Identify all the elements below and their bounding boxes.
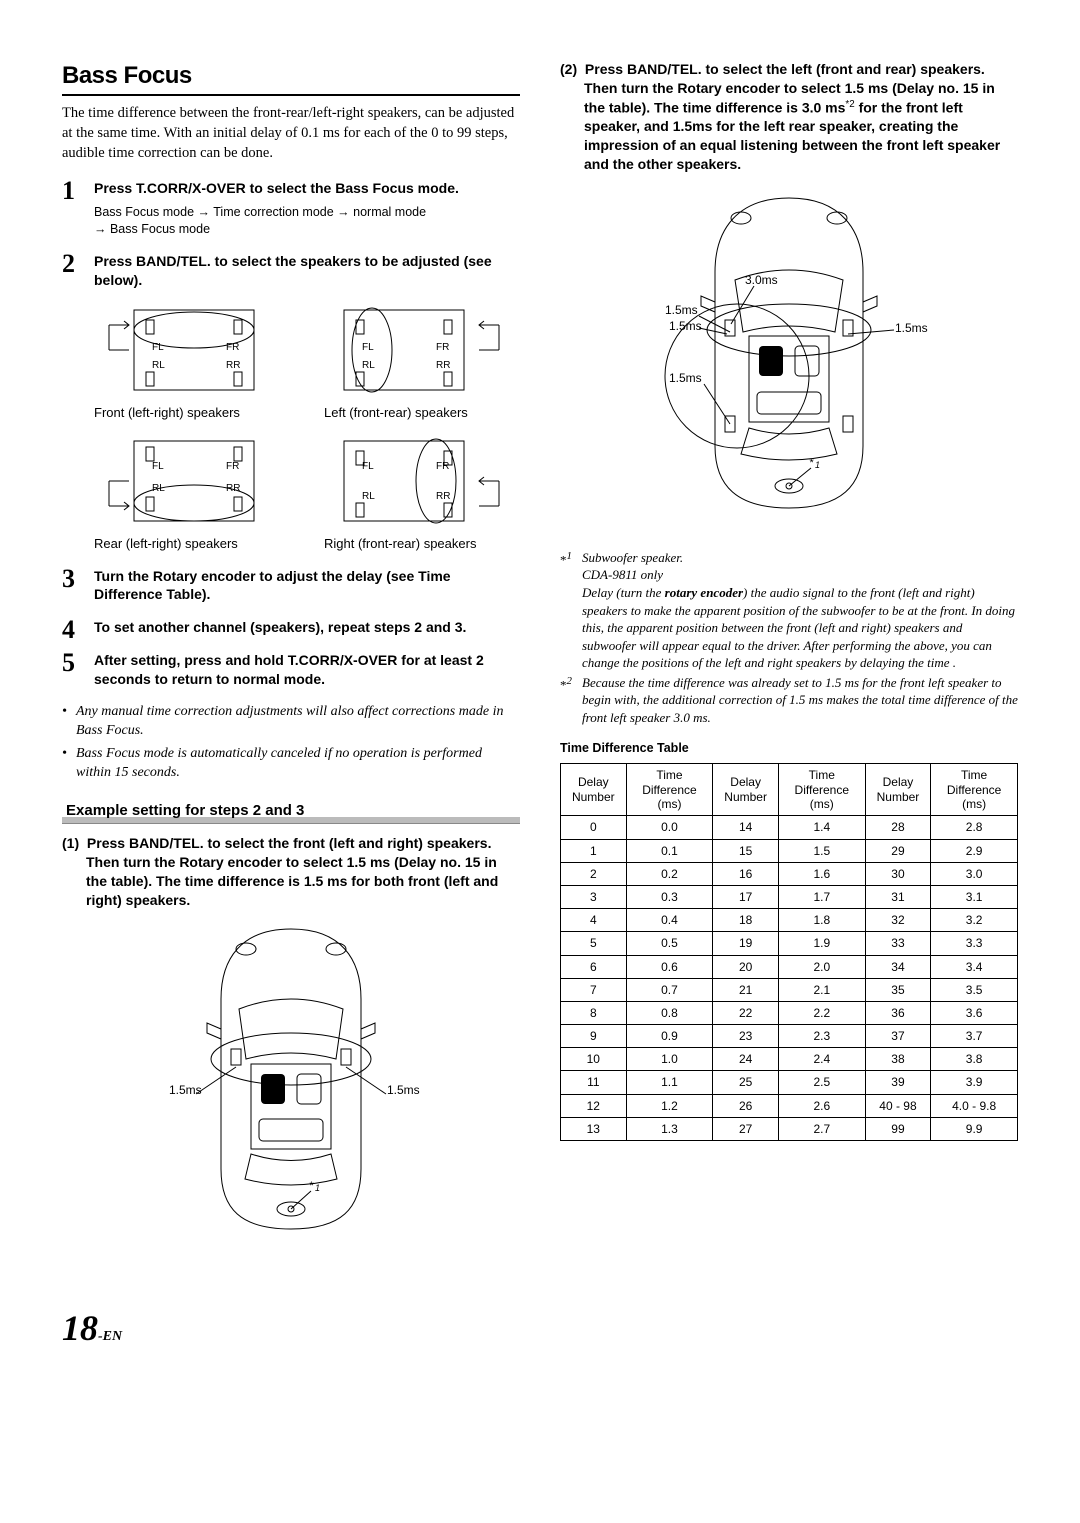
- page-number: 18-EN: [62, 1304, 1018, 1353]
- svg-text:*: *: [809, 457, 814, 469]
- right-speakers-icon: FL FR RL RR: [324, 431, 524, 531]
- svg-text:RL: RL: [152, 360, 165, 371]
- step-4: To set another channel (speakers), repea…: [62, 618, 520, 637]
- svg-text:1.5ms: 1.5ms: [895, 321, 928, 335]
- car-figure-2: 3.0ms 1.5ms 1.5ms 1.5ms 1.5ms * 1: [560, 184, 1018, 531]
- svg-text:RL: RL: [152, 483, 165, 494]
- svg-text:*: *: [309, 1180, 314, 1192]
- svg-text:FL: FL: [362, 342, 374, 353]
- section-title: Bass Focus: [62, 60, 520, 96]
- th-td: Time Difference (ms): [626, 764, 713, 816]
- table-row: 00.0141.4282.8: [561, 816, 1018, 839]
- steps-list: Press T.CORR/X-OVER to select the Bass F…: [62, 179, 520, 689]
- diagram-front: FL FR RL RR Front (left-right) speaker: [94, 300, 294, 422]
- left-column: Bass Focus The time difference between t…: [62, 60, 520, 1264]
- step-5: After setting, press and hold T.CORR/X-O…: [62, 651, 520, 689]
- note-1: Any manual time correction adjustments w…: [76, 703, 520, 741]
- intro-text: The time difference between the front-re…: [62, 104, 520, 163]
- step-2-kw: BAND/TEL.: [136, 253, 211, 269]
- diagram-rear-label: Rear (left-right) speakers: [94, 536, 238, 551]
- table-row: 70.7212.1353.5: [561, 978, 1018, 1001]
- th-td: Time Difference (ms): [931, 764, 1018, 816]
- svg-text:1: 1: [315, 1183, 320, 1193]
- svg-text:1.5ms: 1.5ms: [669, 319, 702, 333]
- table-row: 80.8222.2363.6: [561, 1001, 1018, 1024]
- footnotes: *1 Subwoofer speaker. CDA-9811 only Dela…: [560, 549, 1018, 726]
- table-row: 30.3171.7313.1: [561, 885, 1018, 908]
- diagram-left: FL FR RL RR Left (front-rear) speakers: [324, 300, 524, 422]
- svg-text:1: 1: [815, 460, 820, 470]
- example-header: Example setting for steps 2 and 3: [62, 799, 520, 824]
- diagram-right: FL FR RL RR Right (front-rear) speaker: [324, 431, 524, 553]
- th-dn: Delay Number: [865, 764, 931, 816]
- step-1-post: to select the Bass Focus mode.: [246, 180, 459, 196]
- table-row: 60.6202.0343.4: [561, 955, 1018, 978]
- step-3: Turn the Rotary encoder to adjust the de…: [62, 567, 520, 605]
- table-row: 90.9232.3373.7: [561, 1025, 1018, 1048]
- note-2: Bass Focus mode is automatically cancele…: [76, 745, 520, 783]
- table-row: 121.2262.640 - 984.0 - 9.8: [561, 1094, 1018, 1117]
- table-row: 50.5191.9333.3: [561, 932, 1018, 955]
- th-dn: Delay Number: [713, 764, 779, 816]
- time-difference-table: Delay Number Time Difference (ms) Delay …: [560, 763, 1018, 1141]
- table-row: 101.0242.4383.8: [561, 1048, 1018, 1071]
- car-top-icon: 1.5ms 1.5ms * 1: [151, 919, 431, 1239]
- diagram-rear: FL FR RL RR Rear (left-right) speakers: [94, 431, 294, 553]
- notes-list: Any manual time correction adjustments w…: [62, 703, 520, 783]
- svg-text:RR: RR: [436, 360, 450, 371]
- diagram-left-label: Left (front-rear) speakers: [324, 405, 468, 420]
- step-2-pre: Press: [94, 253, 136, 269]
- svg-text:1.5ms: 1.5ms: [669, 371, 702, 385]
- svg-text:RL: RL: [362, 360, 375, 371]
- step-1-sub: Bass Focus mode → Time correction mode →…: [94, 204, 520, 238]
- step-1: Press T.CORR/X-OVER to select the Bass F…: [62, 179, 520, 238]
- svg-text:3.0ms: 3.0ms: [745, 273, 778, 287]
- diagram-front-label: Front (left-right) speakers: [94, 405, 240, 420]
- diagram-right-label: Right (front-rear) speakers: [324, 536, 476, 551]
- svg-text:1.5ms: 1.5ms: [387, 1083, 420, 1097]
- th-dn: Delay Number: [561, 764, 627, 816]
- svg-text:RL: RL: [362, 491, 375, 502]
- footnote-2: *2 Because the time difference was alrea…: [560, 674, 1018, 727]
- svg-text:1.5ms: 1.5ms: [169, 1083, 202, 1097]
- table-row: 111.1252.5393.9: [561, 1071, 1018, 1094]
- example-para-2: (2) Press BAND/TEL. to select the left (…: [560, 60, 1018, 174]
- svg-text:1.5ms: 1.5ms: [665, 303, 698, 317]
- speaker-diagram-grid: FL FR RL RR Front (left-right) speaker: [94, 300, 520, 553]
- example-para-1: (1) Press BAND/TEL. to select the front …: [62, 834, 520, 910]
- table-row: 40.4181.8323.2: [561, 909, 1018, 932]
- svg-text:RR: RR: [226, 483, 240, 494]
- svg-text:FL: FL: [152, 461, 164, 472]
- step-2: Press BAND/TEL. to select the speakers t…: [62, 252, 520, 553]
- table-row: 131.3272.7999.9: [561, 1117, 1018, 1140]
- footnote-1: *1 Subwoofer speaker. CDA-9811 only Dela…: [560, 549, 1018, 672]
- front-speakers-icon: FL FR RL RR: [94, 300, 294, 400]
- table-row: 10.1151.5292.9: [561, 839, 1018, 862]
- svg-text:FR: FR: [436, 461, 449, 472]
- th-td: Time Difference (ms): [778, 764, 865, 816]
- svg-text:FR: FR: [226, 461, 239, 472]
- svg-text:FR: FR: [436, 342, 449, 353]
- svg-text:FR: FR: [226, 342, 239, 353]
- step-1-kw: T.CORR/X-OVER: [136, 180, 246, 196]
- step-1-pre: Press: [94, 180, 136, 196]
- table-row: 20.2161.6303.0: [561, 862, 1018, 885]
- table-title: Time Difference Table: [560, 740, 1018, 757]
- svg-text:RR: RR: [226, 360, 240, 371]
- right-column: (2) Press BAND/TEL. to select the left (…: [560, 60, 1018, 1264]
- car-top-icon-2: 3.0ms 1.5ms 1.5ms 1.5ms 1.5ms * 1: [619, 184, 959, 524]
- svg-text:RR: RR: [436, 491, 450, 502]
- rear-speakers-icon: FL FR RL RR: [94, 431, 294, 531]
- left-speakers-icon: FL FR RL RR: [324, 300, 524, 400]
- car-figure-1: 1.5ms 1.5ms * 1: [62, 919, 520, 1246]
- svg-text:FL: FL: [152, 342, 164, 353]
